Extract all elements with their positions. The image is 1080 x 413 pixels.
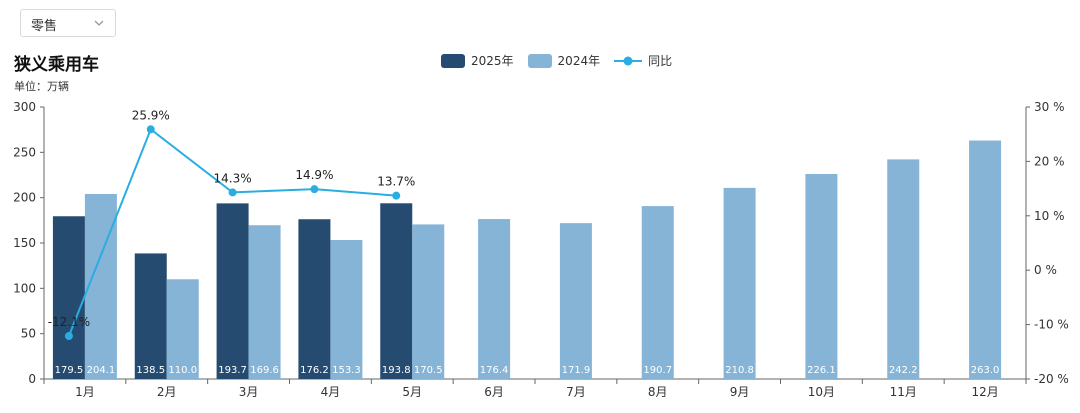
x-tick-label: 4月	[321, 385, 341, 399]
bar-2024	[330, 240, 363, 379]
yoy-point	[228, 188, 237, 197]
category-dropdown[interactable]: 零售	[20, 9, 116, 37]
bar-label-2025: 179.5	[55, 365, 84, 376]
bar-label-2024: 242.2	[889, 365, 918, 376]
bar-label-2025: 193.7	[218, 365, 247, 376]
legend-item-yoy[interactable]: 同比	[614, 52, 672, 69]
legend-swatch-yoy	[614, 56, 643, 65]
y-right-tick-label: 30 %	[1034, 100, 1065, 114]
bar-label-2025: 138.5	[136, 365, 165, 376]
yoy-label: 14.9%	[295, 168, 333, 182]
legend-item-2025[interactable]: 2025年	[441, 52, 514, 69]
bar-label-2024: 210.8	[725, 365, 754, 376]
legend-label-2024: 2024年	[557, 54, 601, 68]
x-tick-label: 6月	[484, 385, 504, 399]
bar-2024	[805, 174, 838, 379]
chevron-down-icon	[94, 20, 104, 26]
x-tick-label: 11月	[890, 385, 917, 399]
bar-2024	[412, 224, 445, 379]
x-tick-label: 5月	[402, 385, 422, 399]
bar-label-2024: 176.4	[480, 365, 509, 376]
y-right-tick-label: 10 %	[1034, 209, 1065, 223]
y-right-tick-label: 20 %	[1034, 154, 1065, 168]
y-right-tick-label: 0 %	[1034, 263, 1057, 277]
chart-title: 狭义乘用车	[14, 55, 99, 75]
bar-2024	[641, 206, 674, 379]
legend-swatch-2024	[527, 53, 552, 68]
bar-2024	[559, 223, 592, 379]
bar-label-2025: 193.8	[382, 365, 411, 376]
bar-2025	[134, 253, 167, 379]
bar-2025	[216, 203, 249, 379]
bar-2025	[380, 203, 413, 379]
yoy-label: 14.3%	[214, 171, 252, 185]
bar-2024	[84, 193, 117, 379]
y-right-tick-label: -10 %	[1034, 318, 1069, 332]
legend-label-yoy: 同比	[648, 54, 673, 68]
x-tick-label: 7月	[566, 385, 586, 399]
yoy-point	[146, 125, 155, 134]
yoy-label: 25.9%	[132, 108, 170, 122]
x-tick-label: 8月	[648, 385, 668, 399]
bar-label-2024: 170.5	[414, 365, 443, 376]
y-left-tick-label: 200	[13, 191, 36, 205]
bar-2024	[478, 219, 511, 379]
x-tick-label: 1月	[75, 385, 95, 399]
yoy-label: 13.7%	[377, 175, 415, 189]
y-left-tick-label: 150	[13, 236, 36, 250]
bar-label-2024: 226.1	[807, 365, 836, 376]
x-tick-label: 12月	[971, 385, 998, 399]
bar-2024	[248, 225, 281, 379]
legend-item-2024[interactable]: 2024年	[527, 52, 601, 69]
x-tick-label: 2月	[157, 385, 177, 399]
bar-2024	[887, 159, 920, 379]
y-left-tick-label: 300	[13, 100, 36, 114]
yoy-label: -12.1%	[48, 315, 90, 329]
unit-label: 单位：万辆	[14, 80, 69, 93]
bar-2024	[723, 187, 756, 379]
yoy-point	[392, 191, 401, 200]
bar-label-2025: 176.2	[300, 365, 329, 376]
y-left-tick-label: 0	[28, 372, 36, 386]
y-right-tick-label: -20 %	[1034, 372, 1069, 386]
legend: 2025年 2024年 同比	[441, 52, 686, 69]
bar-label-2024: 110.0	[168, 365, 197, 376]
y-left-tick-label: 100	[13, 281, 36, 295]
bar-2025	[52, 216, 85, 379]
bar-label-2024: 263.0	[971, 365, 1000, 376]
y-left-tick-label: 50	[21, 327, 36, 341]
legend-label-2025: 2025年	[471, 54, 514, 68]
bar-label-2024: 169.6	[250, 365, 279, 376]
yoy-point	[310, 185, 319, 194]
bar-2024	[166, 279, 199, 379]
bar-label-2024: 171.9	[562, 365, 591, 376]
bar-2025	[298, 219, 331, 379]
y-left-tick-label: 250	[13, 145, 36, 159]
dropdown-value: 零售	[31, 19, 58, 34]
bar-label-2024: 190.7	[643, 365, 672, 376]
x-tick-label: 10月	[808, 385, 835, 399]
bar-2024	[969, 140, 1002, 379]
bar-label-2024: 204.1	[87, 365, 116, 376]
x-tick-label: 3月	[239, 385, 259, 399]
bar-label-2024: 153.3	[332, 365, 361, 376]
x-tick-label: 9月	[730, 385, 750, 399]
yoy-point	[64, 332, 73, 341]
legend-swatch-2025	[441, 53, 465, 68]
